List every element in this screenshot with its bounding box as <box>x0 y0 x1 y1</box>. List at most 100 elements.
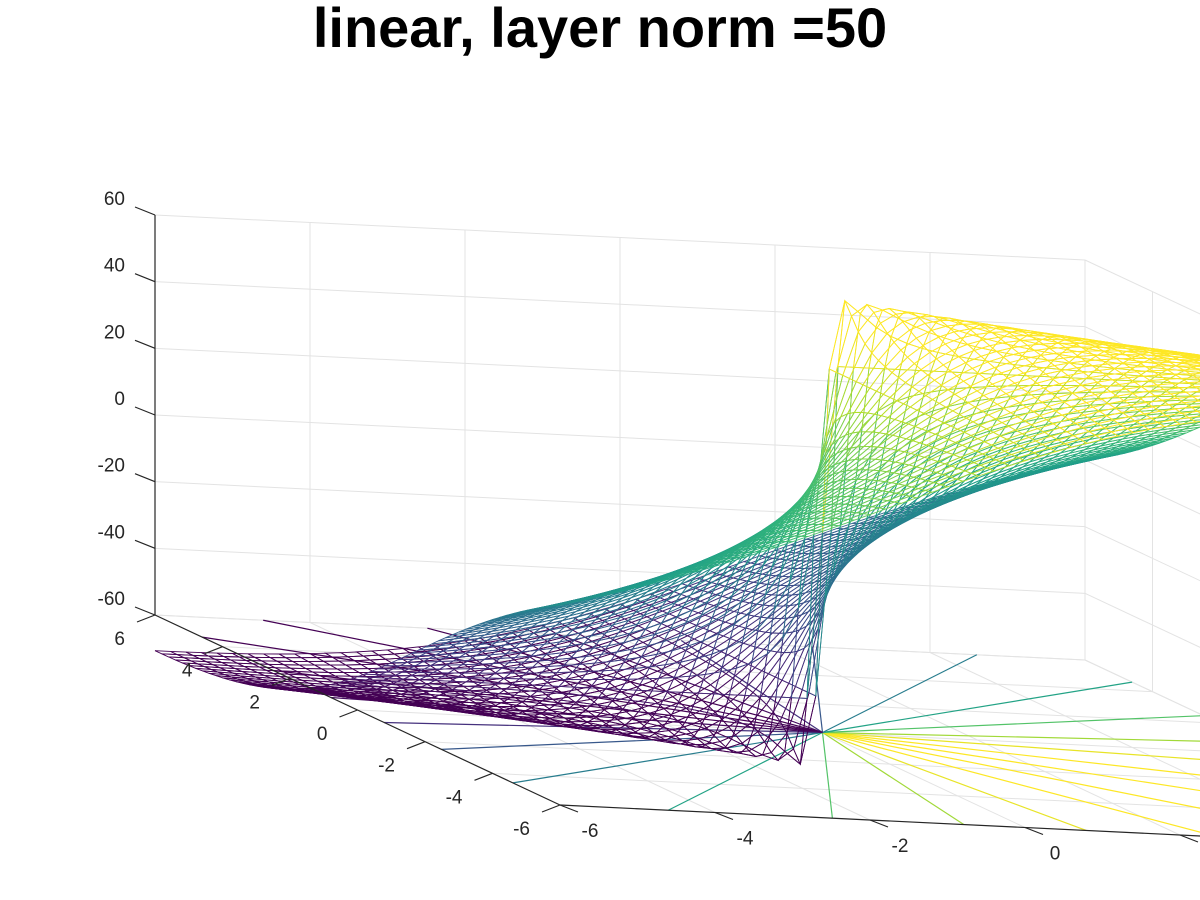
surface-cell <box>1184 403 1200 409</box>
grid-line <box>289 677 1200 723</box>
grid-line <box>1084 659 1200 715</box>
axes-layer <box>134 206 1200 843</box>
y-tick-label: 2 <box>249 692 260 713</box>
contour-line <box>821 732 833 819</box>
contour-line <box>667 731 823 811</box>
y-tick <box>541 804 561 813</box>
x-tick-label: 0 <box>1050 844 1061 865</box>
surface-cell <box>1190 371 1200 377</box>
y-tick-label: -6 <box>513 819 530 840</box>
grid-line <box>492 772 1200 809</box>
surface-cell <box>1187 415 1200 423</box>
contour-line <box>822 731 1200 742</box>
y-tick <box>474 772 493 781</box>
contour-line <box>822 654 978 734</box>
grid-line <box>154 547 1086 594</box>
y-tick-label: -4 <box>446 787 463 808</box>
contour-line <box>822 731 1200 833</box>
surface-cell <box>1186 381 1200 388</box>
surface-cell <box>1193 406 1200 412</box>
y-tick <box>271 677 291 686</box>
chart-title: linear, layer norm =50 <box>312 0 888 59</box>
z-tick <box>134 606 156 616</box>
z-tick-label: -40 <box>98 522 125 543</box>
y-tick-label: 6 <box>114 629 125 650</box>
x-tick <box>1179 834 1199 843</box>
surface-cell <box>1195 358 1200 361</box>
contour-line <box>822 681 1133 734</box>
contour-line <box>512 731 823 784</box>
grid-line <box>154 614 1086 661</box>
y-tick <box>136 614 156 623</box>
grid-line <box>154 414 1086 461</box>
grid-line <box>1084 459 1200 515</box>
surface-cell <box>1189 405 1200 412</box>
z-tick-label: 40 <box>104 256 125 277</box>
z-tick-label: 20 <box>104 322 125 343</box>
x-tick <box>1024 826 1044 836</box>
surface-cell <box>1190 422 1200 427</box>
z-tick <box>134 539 156 549</box>
y-tick <box>406 741 426 750</box>
z-tick <box>134 473 156 483</box>
y-tick-label: 0 <box>317 724 328 745</box>
z-tick <box>134 206 156 216</box>
x-tick <box>714 811 734 821</box>
z-tick-label: 60 <box>104 189 125 210</box>
contour-line <box>822 731 1200 792</box>
surface-cell <box>1192 380 1200 385</box>
x-axis-line <box>559 804 1200 837</box>
grid-line <box>154 281 1086 328</box>
surface-cell <box>1185 362 1200 367</box>
grid-line <box>1084 526 1200 582</box>
grid-line <box>1084 592 1200 648</box>
surface-cell <box>1193 359 1200 364</box>
x-tick <box>869 819 889 828</box>
contour-line <box>822 715 1200 734</box>
surface-cell <box>1195 356 1200 359</box>
surface-cell <box>1191 365 1200 371</box>
contour-line <box>822 731 1200 809</box>
contour-line <box>558 633 823 734</box>
surface-cell <box>1190 399 1200 405</box>
contour-line <box>822 731 965 826</box>
surface-cell <box>1194 389 1200 393</box>
contour-layer <box>202 619 1200 833</box>
grid-line <box>559 804 1200 837</box>
grid-line <box>154 347 1086 394</box>
z-tick <box>134 339 156 349</box>
z-tick-label: -60 <box>98 589 125 610</box>
z-tick <box>134 406 156 416</box>
surface-cell <box>1188 373 1200 379</box>
contour-line <box>822 731 1200 760</box>
contour-line <box>822 731 1087 832</box>
x-tick <box>559 804 579 813</box>
surface-layer <box>154 299 1200 766</box>
grid-line <box>1084 259 1200 315</box>
contour-line <box>822 731 1200 776</box>
surface-cell <box>1193 386 1200 391</box>
surface-cell <box>1187 357 1200 362</box>
z-tick-label: 0 <box>114 389 125 410</box>
y-tick-label: 4 <box>182 661 193 682</box>
surface-cell <box>1186 410 1200 416</box>
surface-cell <box>1195 377 1200 381</box>
surface-cell <box>1186 383 1200 389</box>
x-tick-label: -2 <box>892 836 909 857</box>
y-tick-label: -2 <box>378 756 395 777</box>
contour-line <box>273 670 823 734</box>
contour-line <box>384 721 823 734</box>
z-tick <box>134 273 156 283</box>
y-tick <box>204 646 223 655</box>
surface-cell <box>1191 353 1200 356</box>
contour-line <box>441 731 823 750</box>
grid-layer <box>154 214 1200 837</box>
surface-cell <box>1184 390 1200 398</box>
grid-line <box>154 214 1086 261</box>
z-tick-label: -20 <box>98 456 125 477</box>
grid-line <box>424 741 1200 780</box>
surface-cell <box>1188 359 1200 364</box>
y-tick <box>339 709 358 718</box>
